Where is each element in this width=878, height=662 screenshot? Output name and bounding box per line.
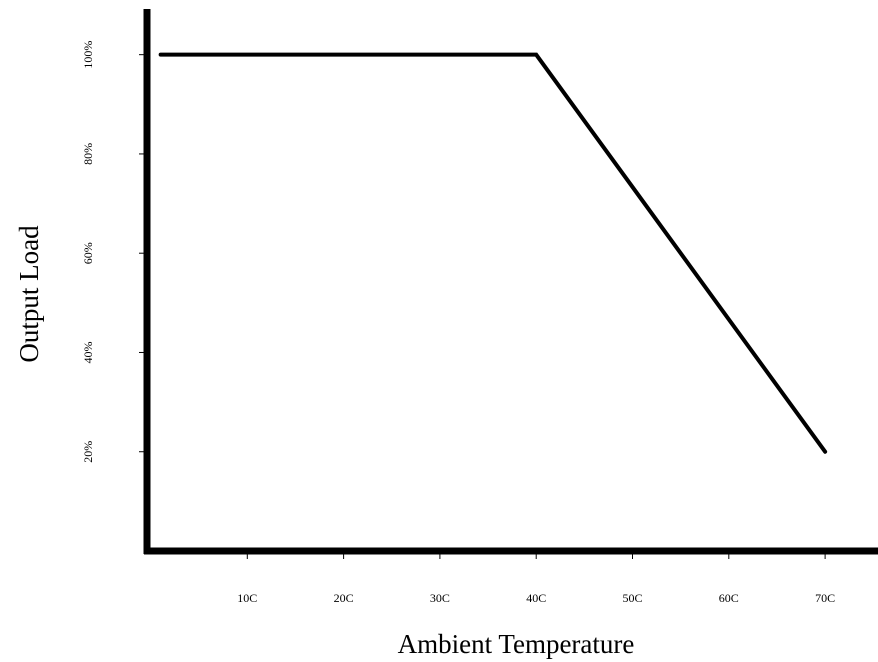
x-tick-label: 40C (526, 591, 546, 605)
x-tick-label: 10C (237, 591, 257, 605)
x-axis-title: Ambient Temperature (398, 629, 635, 659)
x-tick-label: 60C (719, 591, 739, 605)
x-tick-label: 20C (334, 591, 354, 605)
y-axis-title: Output Load (14, 225, 44, 363)
y-tick-label: 20% (81, 441, 95, 463)
y-tick-group: 20% 40% 60% 80% 100% (81, 41, 147, 463)
x-tick-group: 10C 20C 30C 40C 50C 60C 70C (237, 551, 835, 605)
x-tick-label: 30C (430, 591, 450, 605)
y-tick-label: 100% (81, 41, 95, 69)
x-tick-label: 50C (622, 591, 642, 605)
series-line (158, 52, 828, 454)
y-tick-label: 40% (81, 341, 95, 363)
series-group (158, 52, 828, 454)
y-tick-label: 60% (81, 242, 95, 264)
x-tick-label: 70C (815, 591, 835, 605)
y-tick-label: 80% (81, 143, 95, 165)
